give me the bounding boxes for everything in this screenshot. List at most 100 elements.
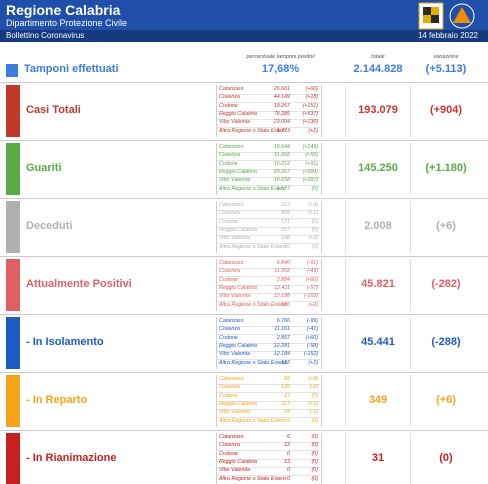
province-change: (0) [311, 458, 318, 465]
section-change: (-288) [431, 336, 461, 348]
province-name: Cosenza [219, 94, 240, 101]
province-value: 10 [284, 243, 290, 250]
province-value: 855 [281, 210, 290, 217]
row-line [217, 210, 320, 211]
province-value: 148 [281, 235, 290, 242]
row-line [217, 234, 320, 236]
province-change: (+2) [308, 359, 318, 366]
table-border [216, 317, 322, 369]
section-change: (+6) [436, 394, 456, 406]
col-sep [345, 259, 346, 311]
row-line [217, 218, 320, 220]
province-value: 78.285 [273, 110, 290, 117]
row-line [217, 110, 320, 112]
table-border [216, 201, 322, 253]
province-change: (-57) [306, 284, 318, 291]
section-total: 45.821 [361, 278, 395, 290]
province-name: Reggio Calabria [219, 342, 257, 349]
province-change: (-153) [303, 293, 318, 300]
section-label: - In Isolamento [26, 336, 104, 348]
province-change: (-1) [309, 409, 318, 416]
province-value: 16.212 [273, 160, 290, 167]
section-marker [6, 375, 20, 427]
row-line [217, 458, 320, 460]
province-value: 14 [284, 409, 290, 416]
province-value: 0 [287, 475, 290, 482]
row-line [217, 276, 320, 278]
row-line [217, 466, 320, 468]
province-name: Altra Regione o Stato Estero [219, 359, 287, 366]
row-line [217, 342, 320, 344]
province-name: Crotone [219, 160, 238, 167]
col-sep [345, 85, 346, 137]
separator [0, 430, 488, 431]
row-line [217, 152, 320, 153]
province-change: (0) [311, 475, 318, 482]
province-name: Reggio Calabria [219, 400, 257, 407]
province-value: 0 [287, 450, 290, 457]
row-line [217, 450, 320, 452]
province-name: Altra Regione o Stato Estero [219, 243, 287, 250]
section-change: (0) [439, 452, 453, 464]
province-name: Reggio Calabria [219, 168, 257, 175]
section-total: 145.250 [358, 162, 398, 174]
province-name: Altra Regione o Stato Estero [219, 417, 287, 424]
col-sep [410, 201, 411, 253]
province-name: Catanzaro [219, 144, 244, 150]
province-value: 13 [284, 458, 290, 465]
bulletin: Bollettino Coronavirus [6, 31, 85, 40]
province-name: Cosenza [219, 384, 240, 391]
row-line [217, 168, 320, 170]
section-total: 349 [368, 394, 388, 406]
province-change: (-2) [309, 384, 318, 391]
table-border [216, 433, 322, 484]
province-name: Reggio Calabria [219, 110, 257, 117]
section-marker [6, 317, 20, 369]
table-border [216, 259, 322, 311]
row-line [217, 118, 320, 120]
province-name: Vibo Valentia [219, 293, 250, 300]
province-name: Crotone [219, 102, 238, 109]
province-change: (0) [311, 450, 318, 457]
province-change: (+1) [308, 400, 318, 407]
province-change: (-43) [306, 268, 318, 275]
province-name: Cosenza [219, 326, 240, 333]
province-value: 65.267 [273, 168, 290, 175]
province-value: 12.198 [273, 293, 290, 300]
province-change: (+60) [305, 86, 318, 92]
date: 14 febbraio 2022 [417, 31, 478, 40]
province-change: (+537) [302, 110, 318, 117]
row-line [217, 268, 320, 269]
province-value: 31.992 [273, 152, 290, 159]
province-value: 12 [284, 442, 290, 449]
province-change: (0) [311, 243, 318, 250]
province-name: Vibo Valentia [219, 467, 250, 474]
province-name: Vibo Valentia [219, 177, 250, 184]
province-name: Catanzaro [219, 376, 244, 382]
row-line [217, 334, 320, 336]
separator [0, 140, 488, 141]
separator [0, 82, 488, 83]
province-change: (-41) [306, 326, 318, 333]
province-name: Vibo Valentia [219, 409, 250, 416]
province-name: Reggio Calabria [219, 226, 257, 233]
row-line [217, 284, 320, 286]
province-change: (0) [311, 185, 318, 192]
province-change: (0) [311, 467, 318, 474]
province-name: Crotone [219, 276, 238, 283]
title: Regione Calabria [6, 2, 121, 18]
tamponi-percent: 17,68% [261, 63, 300, 75]
province-value: 11.161 [274, 326, 290, 333]
province-change: (+59) [305, 152, 318, 159]
col-percent: percentuale tamponi positivi [246, 54, 315, 60]
province-change: (0) [311, 442, 318, 449]
province-value: 12.184 [273, 351, 290, 358]
province-value: 27 [284, 392, 290, 399]
province-change: (+594) [302, 168, 318, 175]
province-name: Catanzaro [219, 86, 244, 92]
row-line [217, 226, 320, 228]
section-change: (-282) [431, 278, 461, 290]
section-marker [6, 259, 20, 311]
province-name: Cosenza [219, 442, 240, 449]
province-value: 171 [281, 218, 290, 225]
